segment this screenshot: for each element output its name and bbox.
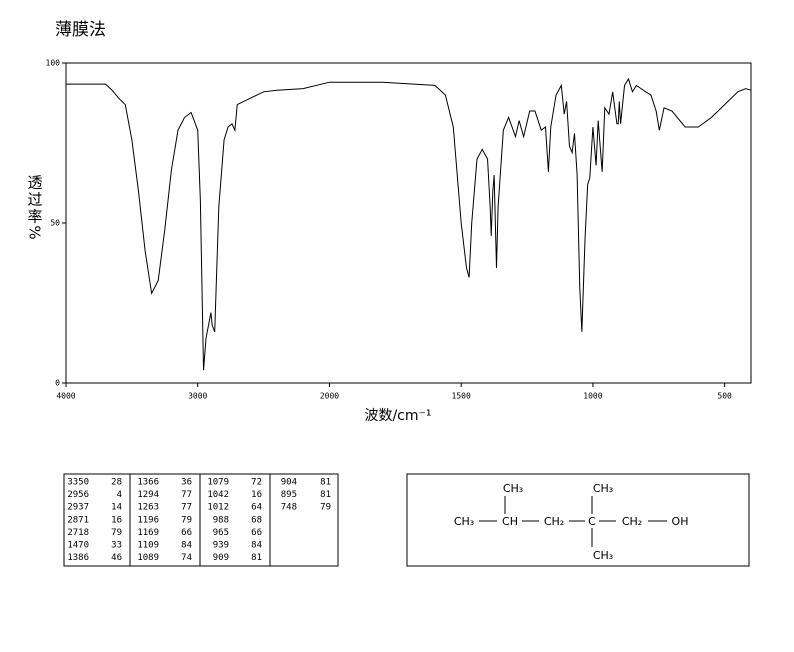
- peak-wavenumber: 2937: [67, 503, 89, 513]
- peak-wavenumber: 1386: [67, 553, 89, 563]
- peak-transmittance: 77: [181, 490, 192, 500]
- peak-wavenumber: 988: [213, 515, 229, 525]
- spectrum-line: [66, 77, 752, 371]
- atom-group: CH: [502, 515, 518, 528]
- structure-frame: [406, 473, 750, 567]
- peak-wavenumber: 1169: [137, 528, 159, 538]
- peak-transmittance: 84: [181, 541, 192, 551]
- peak-transmittance: 79: [320, 503, 331, 513]
- peak-transmittance: 14: [111, 503, 122, 513]
- peak-wavenumber: 1089: [137, 553, 159, 563]
- peak-transmittance: 36: [181, 478, 192, 488]
- peak-transmittance: 77: [181, 503, 192, 513]
- peak-transmittance: 81: [320, 490, 331, 500]
- peak-transmittance: 33: [111, 541, 122, 551]
- peak-wavenumber: 904: [281, 478, 297, 488]
- peak-wavenumber: 1263: [137, 503, 159, 513]
- peak-wavenumber: 909: [213, 553, 229, 563]
- peak-transmittance: 28: [111, 478, 122, 488]
- peak-wavenumber: 1079: [207, 478, 229, 488]
- peak-wavenumber: 748: [281, 503, 297, 513]
- peak-wavenumber: 1294: [137, 490, 159, 500]
- atom-group: CH₃: [503, 482, 523, 495]
- peak-transmittance: 46: [111, 553, 122, 563]
- atom-group: CH₃: [454, 515, 474, 528]
- y-tick-label: 0: [55, 379, 60, 388]
- chart-title: 薄膜法: [55, 20, 106, 40]
- peak-transmittance: 81: [320, 478, 331, 488]
- peak-wavenumber: 1012: [207, 503, 229, 513]
- peak-wavenumber: 1366: [137, 478, 159, 488]
- peak-transmittance: 84: [251, 541, 262, 551]
- atom-group: CH₃: [593, 549, 613, 562]
- x-tick-label: 2000: [320, 392, 339, 401]
- peak-transmittance: 66: [181, 528, 192, 538]
- x-axis-label: 波数/cm⁻¹: [364, 408, 431, 424]
- peak-transmittance: 66: [251, 528, 262, 538]
- peak-transmittance: 4: [117, 490, 122, 500]
- atom-group: CH₂: [622, 515, 642, 528]
- atom-group: C: [588, 515, 596, 528]
- peak-wavenumber: 2718: [67, 528, 89, 538]
- peak-transmittance: 16: [251, 490, 262, 500]
- peak-transmittance: 68: [251, 515, 262, 525]
- peak-wavenumber: 895: [281, 490, 297, 500]
- peak-wavenumber: 1109: [137, 541, 159, 551]
- y-tick-label: 100: [46, 59, 61, 68]
- x-tick-label: 1000: [583, 392, 602, 401]
- peak-wavenumber: 1042: [207, 490, 229, 500]
- peak-transmittance: 74: [181, 553, 192, 563]
- x-tick-label: 1500: [452, 392, 471, 401]
- peak-transmittance: 16: [111, 515, 122, 525]
- atom-group: OH: [672, 515, 689, 528]
- peak-transmittance: 72: [251, 478, 262, 488]
- atom-group: CH₃: [593, 482, 613, 495]
- x-tick-label: 4000: [56, 392, 75, 401]
- peak-transmittance: 79: [181, 515, 192, 525]
- peak-wavenumber: 2956: [67, 490, 89, 500]
- x-tick-label: 500: [717, 392, 732, 401]
- y-tick-label: 50: [50, 219, 60, 228]
- peak-wavenumber: 939: [213, 541, 229, 551]
- peak-transmittance: 64: [251, 503, 262, 513]
- plot-frame: [65, 62, 752, 384]
- peak-transmittance: 79: [111, 528, 122, 538]
- peak-transmittance: 81: [251, 553, 262, 563]
- y-axis-label: 透过率%: [26, 174, 44, 241]
- x-tick-label: 3000: [188, 392, 207, 401]
- peak-table-frame: [63, 473, 339, 567]
- peak-wavenumber: 2871: [67, 515, 89, 525]
- atom-group: CH₂: [544, 515, 564, 528]
- peak-wavenumber: 1470: [67, 541, 89, 551]
- peak-wavenumber: 965: [213, 528, 229, 538]
- peak-wavenumber: 1196: [137, 515, 159, 525]
- bonds: [479, 496, 667, 547]
- peak-wavenumber: 3350: [67, 478, 89, 488]
